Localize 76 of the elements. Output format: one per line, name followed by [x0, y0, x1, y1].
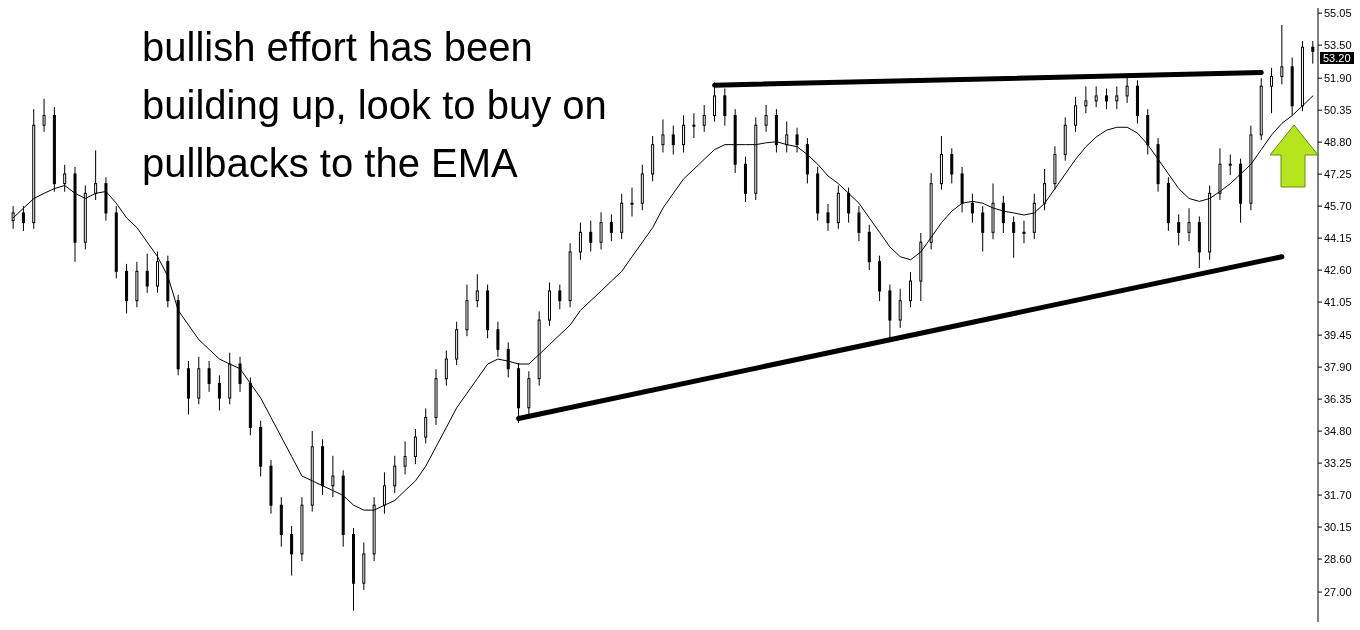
candlestick [1074, 96, 1078, 133]
candlestick [1094, 85, 1098, 108]
y-tick-label: 51.90 [1324, 72, 1352, 85]
candlestick [1115, 85, 1119, 110]
candlestick [847, 187, 851, 224]
candlestick [1311, 40, 1315, 65]
candlestick [290, 525, 294, 577]
text: 53.20 [1320, 52, 1354, 65]
candlestick [702, 104, 706, 133]
candlestick [238, 356, 242, 393]
candlestick [630, 187, 634, 217]
y-tick-label: 42.60 [1324, 264, 1352, 277]
y-tick-label: 53.50 [1324, 39, 1352, 52]
candlestick [578, 222, 582, 261]
y-tick-label: 48.80 [1324, 136, 1352, 149]
candlestick [857, 205, 861, 242]
y-tick-label: 39.45 [1324, 329, 1352, 342]
candlestick [496, 321, 500, 358]
candlestick [403, 440, 407, 475]
candlestick [950, 147, 954, 184]
candlestick [589, 220, 593, 253]
candlestick [898, 288, 902, 329]
candlestick [981, 205, 985, 253]
candlestick [826, 203, 830, 232]
y-tick-label: 36.35 [1324, 393, 1352, 406]
candlestick [413, 428, 417, 465]
candlestick [393, 455, 397, 494]
y-tick-label: 27.00 [1324, 585, 1352, 598]
candlestick [1280, 24, 1284, 85]
candlestick [1228, 154, 1232, 176]
y-tick-label: 41.05 [1324, 296, 1352, 309]
candlestick [1022, 220, 1026, 244]
candlestick [785, 121, 789, 153]
candlestick [1177, 213, 1181, 246]
candlestick [558, 284, 562, 310]
y-tick-label: 44.15 [1324, 232, 1352, 245]
y-tick-label: 47.25 [1324, 168, 1352, 181]
candlestick [444, 350, 448, 387]
candlestick [795, 127, 799, 153]
candlestick [506, 341, 510, 378]
y-tick-label: 30.15 [1324, 520, 1352, 533]
candlestick [682, 114, 686, 153]
candlestick [671, 125, 675, 156]
candlestick [970, 193, 974, 224]
y-tick-label: 37.90 [1324, 361, 1352, 374]
candlestick [424, 407, 428, 444]
candlestick [764, 104, 768, 133]
candlestick [661, 118, 665, 153]
y-tick-label: 55.05 [1324, 7, 1352, 20]
candlestick [63, 164, 67, 193]
candlestick [1187, 207, 1191, 242]
candlestick [331, 455, 335, 498]
candlestick [1270, 67, 1274, 114]
candlestick [475, 273, 479, 308]
y-tick-label: 50.35 [1324, 104, 1352, 117]
candlestick [94, 149, 98, 201]
candlestick [909, 271, 913, 308]
candlestick [1043, 168, 1047, 211]
y-tick-label: 34.80 [1324, 425, 1352, 437]
candlestick [1105, 87, 1108, 110]
candlestick [1084, 85, 1088, 114]
y-tick-label: 28.60 [1324, 552, 1352, 565]
candlestick [42, 98, 46, 133]
candlestick [21, 205, 25, 232]
y-tick-label: 45.70 [1324, 200, 1352, 213]
candlestick [217, 374, 221, 411]
y-tick-label: 33.25 [1324, 456, 1352, 469]
candlestick [207, 360, 211, 393]
candlestick [1001, 195, 1005, 234]
candlestick [145, 253, 149, 294]
candlestick [609, 213, 613, 242]
y-tick-label: 31.70 [1324, 488, 1352, 501]
annotation: bullish effort has been building up, look to buy on pullbacks to the EMA [142, 18, 622, 192]
candlestick [1012, 215, 1016, 259]
candlestick [692, 112, 696, 139]
candlestick [599, 211, 603, 250]
